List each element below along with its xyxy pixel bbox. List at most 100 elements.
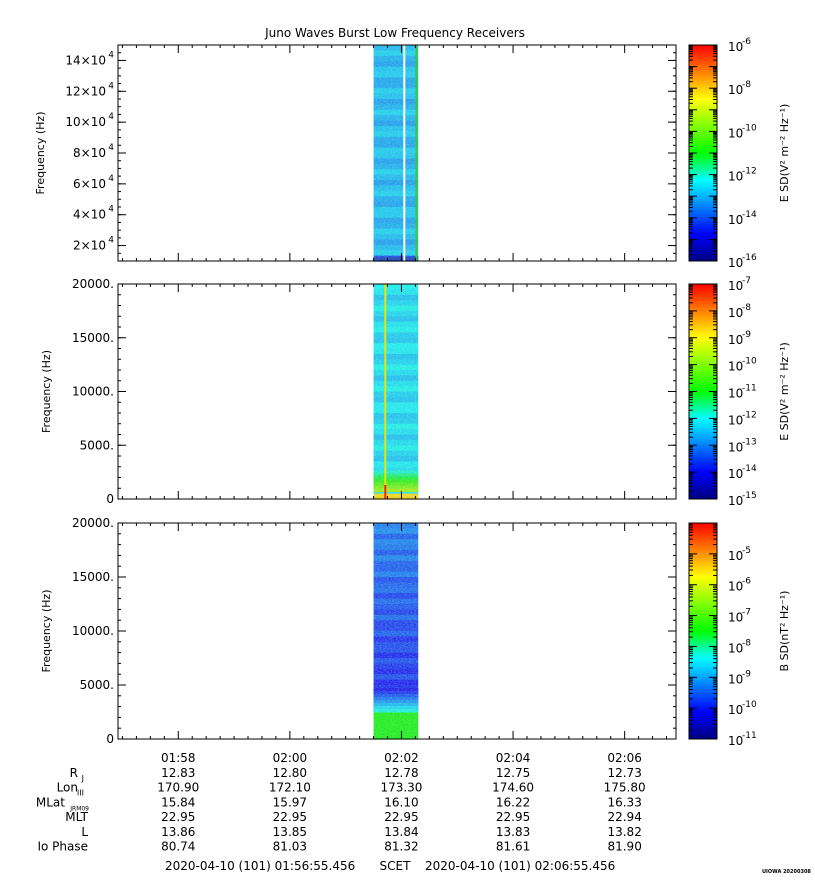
y-tick-exponent: 4	[108, 174, 114, 184]
colorbar-tick-label: 10	[728, 40, 743, 54]
colorbar-tick-exponent: -12	[742, 167, 757, 177]
spectrogram-data	[373, 284, 419, 500]
colorbar-tick-exponent: -8	[742, 303, 751, 313]
ephemeris-value: 81.32	[384, 840, 418, 854]
ephemeris-label-subscript: J	[81, 774, 84, 783]
colorbar-tick-exponent: -9	[742, 330, 751, 340]
ephemeris-value: 12.75	[496, 766, 530, 780]
colorbar-tick-label: 10	[728, 440, 743, 454]
y-tick-exponent: 4	[108, 50, 114, 60]
colorbar-tick-exponent: -6	[742, 37, 751, 47]
panels: 2×10 44×10 46×10 48×10 410×10 412×10 414×10 4Fr…	[34, 37, 791, 748]
ephemeris-label: Io Phase	[37, 840, 88, 854]
time-tick-label: 02:02	[384, 751, 419, 765]
time-tick-label: 01:58	[161, 751, 196, 765]
spectrogram-panel-1: 2×10 44×10 46×10 48×10 410×10 412×10 414×10 4Fr…	[34, 37, 791, 270]
ephemeris-value: 170.90	[157, 781, 199, 795]
spectrogram-speckle	[373, 284, 419, 499]
ephemeris-value: 22.95	[384, 810, 418, 824]
ephemeris-value: 174.60	[492, 781, 534, 795]
colorbar-tick-exponent: -11	[742, 731, 757, 741]
colorbar-tick-label: 10	[728, 641, 743, 655]
colorbar-tick-exponent: -7	[742, 276, 751, 286]
ephemeris-value: 16.33	[607, 795, 641, 809]
colorbar-tick-label: 10	[728, 734, 743, 748]
colorbar-tick-label: 10	[728, 413, 743, 427]
colorbar-tick-label: 10	[728, 256, 743, 270]
colorbar-tick-label: 10	[728, 672, 743, 686]
y-tick-label: 5000.	[80, 678, 114, 692]
ephemeris-label-subscript: III	[77, 789, 84, 798]
ephemeris-value: 16.22	[496, 795, 530, 809]
y-tick-label: 4×10	[73, 208, 106, 222]
colorbar-tick-exponent: -6	[742, 577, 751, 587]
y-tick-label: 20000.	[72, 277, 114, 291]
ephemeris-value: 13.86	[161, 825, 195, 839]
colorbar-tick-label: 10	[728, 611, 743, 625]
colorbar-tick-label: 10	[728, 494, 743, 508]
y-tick-exponent: 4	[108, 205, 114, 215]
ephemeris-label-subscript: JRM09	[69, 805, 89, 812]
y-axis-label: Frequency (Hz)	[40, 350, 53, 433]
ephemeris-row: L 13.86 13.85 13.84 13.83 13.82	[81, 825, 642, 839]
colorbar-tick-exponent: -14	[742, 210, 757, 220]
spectrogram-data	[373, 45, 419, 262]
time-tick-label: 02:00	[273, 751, 308, 765]
y-axis-label: Frequency (Hz)	[40, 590, 53, 673]
ephemeris-row: Io Phase 80.74 81.03 81.32 81.61 81.90	[37, 840, 641, 854]
y-tick-label: 14×10	[65, 53, 106, 67]
colorbar-gradient	[688, 522, 718, 740]
colorbar-tick-exponent: -14	[742, 464, 757, 474]
colorbar-tick-exponent: -15	[742, 491, 757, 501]
ephemeris-label: R	[70, 766, 78, 780]
ephemeris-row: MLT 22.95 22.95 22.95 22.95 22.94	[65, 810, 642, 824]
ephemeris-row: MLat JRM09 15.84 15.97 16.10 16.22 16.33	[36, 795, 642, 812]
ephemeris-value: 175.80	[604, 781, 646, 795]
y-tick-exponent: 4	[108, 81, 114, 91]
y-tick-label: 20000.	[72, 516, 114, 530]
y-tick-label: 10000.	[72, 624, 114, 638]
colorbar: 10-1510-1410-1310-1210-1110-1010-910-810…	[688, 276, 791, 508]
ephemeris-value: 81.03	[273, 840, 307, 854]
ephemeris-value: 13.85	[273, 825, 307, 839]
spectral-line-feature	[384, 284, 387, 499]
colorbar-tick-label: 10	[728, 170, 743, 184]
ephemeris-value: 13.84	[384, 825, 418, 839]
y-tick-label: 8×10	[73, 146, 106, 160]
y-tick-label: 10000.	[72, 385, 114, 399]
colorbar-tick-label: 10	[728, 279, 743, 293]
colorbar-label: E SD(V² m⁻² Hz⁻¹)	[778, 342, 791, 441]
ephemeris-value: 173.30	[380, 781, 422, 795]
time-tick-label: 02:04	[496, 751, 531, 765]
colorbar-tick-label: 10	[728, 387, 743, 401]
ephemeris-value: 12.83	[161, 766, 195, 780]
ephemeris-value: 12.78	[384, 766, 418, 780]
y-tick-label: 12×10	[65, 84, 106, 98]
colorbar-tick-exponent: -7	[742, 608, 751, 618]
y-tick-label: 15000.	[72, 570, 114, 584]
colorbar-tick-exponent: -8	[742, 638, 751, 648]
y-tick-label: 10×10	[65, 115, 106, 129]
scet-label: SCET	[380, 859, 412, 873]
colorbar-tick-label: 10	[728, 306, 743, 320]
colorbar-tick-label: 10	[728, 580, 743, 594]
ephemeris-value: 81.61	[496, 840, 530, 854]
spectrogram-speckle	[373, 45, 419, 261]
colorbar-tick-label: 10	[728, 333, 743, 347]
spectral-line-feature	[415, 45, 418, 261]
y-tick-label: 15000.	[72, 331, 114, 345]
y-tick-label: 0	[106, 492, 114, 506]
colorbar-tick-exponent: -5	[742, 546, 751, 556]
ephemeris-label: L	[81, 825, 88, 839]
ephemeris-value: 16.10	[384, 795, 418, 809]
ephemeris-label: Lon	[57, 781, 78, 795]
colorbar-label: E SD(V² m⁻² Hz⁻¹)	[778, 104, 791, 203]
ephemeris-value: 81.90	[607, 840, 641, 854]
colorbar-tick-label: 10	[728, 467, 743, 481]
time-axis: 01:58 02:00 02:02 02:04 02:06	[161, 751, 642, 765]
ephemeris-label: MLat	[36, 795, 65, 809]
colorbar-tick-label: 10	[728, 83, 743, 97]
colorbar-tick-exponent: -9	[742, 669, 751, 679]
